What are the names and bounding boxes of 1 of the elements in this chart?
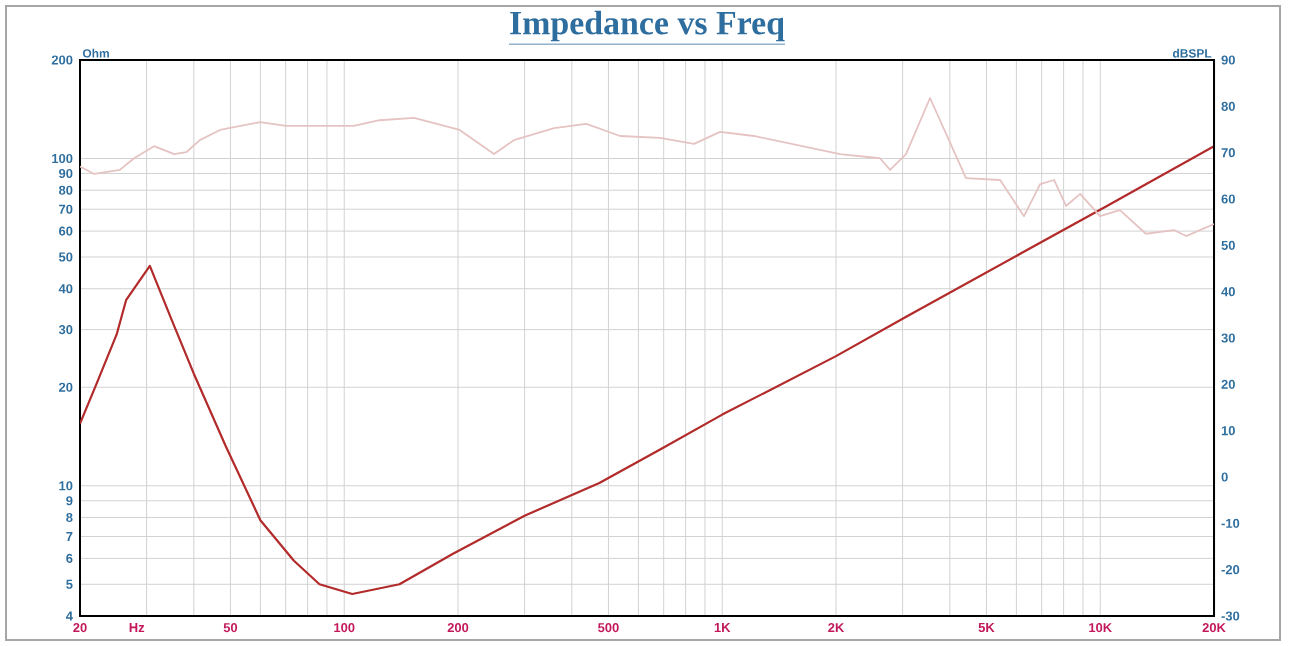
chart-title: Impedance vs Freq [510, 10, 785, 42]
